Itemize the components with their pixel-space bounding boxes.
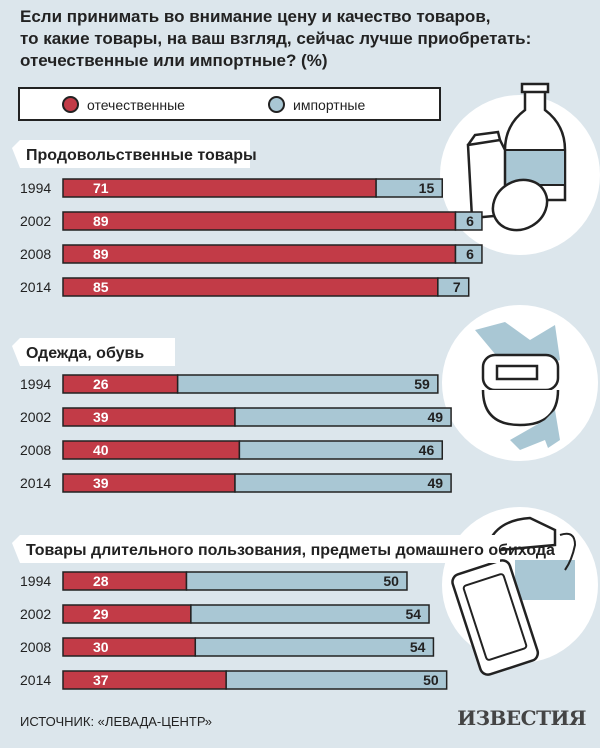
section-label-background xyxy=(12,338,175,366)
year-label: 1994 xyxy=(20,573,51,589)
value-label-imported: 49 xyxy=(428,475,444,491)
bar-domestic xyxy=(62,374,179,394)
bar-imported xyxy=(234,473,452,493)
value-label-domestic: 89 xyxy=(93,246,109,262)
year-label: 2008 xyxy=(20,639,51,655)
value-label-domestic: 29 xyxy=(93,606,109,622)
legend-item-domestic: отечественные xyxy=(62,96,185,113)
bar-domestic xyxy=(62,571,188,591)
value-label-domestic: 39 xyxy=(93,475,109,491)
year-label: 2008 xyxy=(20,246,51,262)
section-title: Продовольственные товары xyxy=(26,147,257,164)
year-label: 1994 xyxy=(20,180,51,196)
bar-imported xyxy=(194,637,435,657)
value-label-domestic: 71 xyxy=(93,180,109,196)
appliances-icon xyxy=(442,507,598,676)
value-label-imported: 6 xyxy=(466,213,474,229)
value-label-imported: 54 xyxy=(410,639,426,655)
bar-domestic xyxy=(62,211,457,231)
value-label-domestic: 28 xyxy=(93,573,109,589)
bar-imported xyxy=(375,178,444,198)
section-title: Одежда, обувь xyxy=(26,345,144,362)
year-label: 2002 xyxy=(20,606,51,622)
section-3: Товары длительного пользования, предметы… xyxy=(12,535,555,690)
value-label-imported: 54 xyxy=(405,606,421,622)
bar-domestic xyxy=(62,277,439,297)
value-label-imported: 59 xyxy=(414,376,430,392)
value-label-domestic: 39 xyxy=(93,409,109,425)
chart-title: Если принимать во внимание цену и качест… xyxy=(20,7,532,70)
bar-domestic xyxy=(62,407,236,427)
year-label: 1994 xyxy=(20,376,51,392)
bar-imported xyxy=(454,211,483,231)
bar-domestic xyxy=(62,473,236,493)
bar-domestic xyxy=(62,670,227,690)
year-label: 2008 xyxy=(20,442,51,458)
bar-domestic xyxy=(62,244,457,264)
value-label-domestic: 40 xyxy=(93,442,109,458)
year-label: 2014 xyxy=(20,672,51,688)
clothing-shoes-icon xyxy=(442,305,598,461)
legend-label-domestic: отечественные xyxy=(87,96,185,113)
bar-imported xyxy=(185,571,408,591)
publisher-logo: ИЗВЕСТИЯ xyxy=(457,706,586,730)
bar-imported xyxy=(190,604,430,624)
value-label-imported: 49 xyxy=(428,409,444,425)
chart-sections: Продовольственные товары 1994 71 15 2002 89 6 2… xyxy=(12,140,555,690)
value-label-domestic: 85 xyxy=(93,279,109,295)
bar-domestic xyxy=(62,637,197,657)
value-label-domestic: 89 xyxy=(93,213,109,229)
section-label-background xyxy=(12,535,500,563)
legend-swatch-domestic xyxy=(62,96,79,113)
year-label: 2014 xyxy=(20,279,51,295)
bar-imported xyxy=(234,407,452,427)
value-label-imported: 46 xyxy=(419,442,435,458)
year-label: 2002 xyxy=(20,213,51,229)
bar-domestic xyxy=(62,178,377,198)
bar-imported xyxy=(238,440,444,460)
value-label-domestic: 37 xyxy=(93,672,109,688)
section-2: Одежда, обувь 1994 26 59 2002 39 49 2008 40 46 201… xyxy=(12,338,452,493)
bar-imported xyxy=(176,374,439,394)
legend: отечественные импортные xyxy=(18,87,441,121)
legend-item-imported: импортные xyxy=(268,96,365,113)
value-label-imported: 6 xyxy=(466,246,474,262)
bar-imported xyxy=(454,244,483,264)
value-label-imported: 7 xyxy=(453,279,461,295)
value-label-domestic: 26 xyxy=(93,376,109,392)
value-label-domestic: 30 xyxy=(93,639,109,655)
bar-domestic xyxy=(62,604,192,624)
bar-domestic xyxy=(62,440,241,460)
bar-imported xyxy=(225,670,448,690)
year-label: 2002 xyxy=(20,409,51,425)
section-label-background xyxy=(12,140,250,168)
value-label-imported: 50 xyxy=(423,672,439,688)
section-title: Товары длительного пользования, предметы… xyxy=(26,542,555,559)
source-note: ИСТОЧНИК: «ЛЕВАДА-ЦЕНТР» xyxy=(20,714,213,729)
value-label-imported: 15 xyxy=(419,180,435,196)
bar-imported xyxy=(437,277,470,297)
year-label: 2014 xyxy=(20,475,51,491)
legend-swatch-imported xyxy=(268,96,285,113)
legend-label-imported: импортные xyxy=(293,96,366,113)
value-label-imported: 50 xyxy=(383,573,399,589)
section-1: Продовольственные товары 1994 71 15 2002 89 6 2… xyxy=(12,140,483,297)
